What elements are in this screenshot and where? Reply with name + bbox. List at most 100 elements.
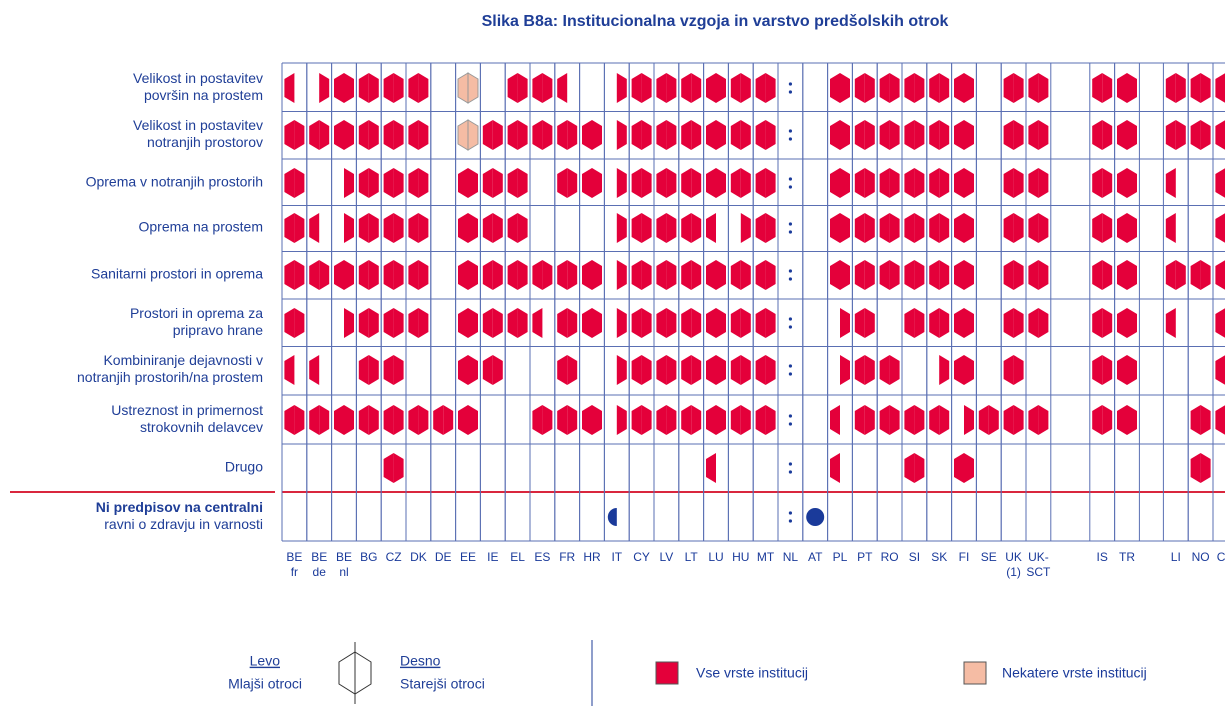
half-left: [1215, 120, 1225, 150]
not-available: [788, 137, 793, 141]
half-left: [1215, 73, 1225, 103]
half-right: [914, 453, 925, 483]
half-left: [1215, 405, 1225, 435]
half-right: [393, 308, 404, 338]
half-left: [1092, 308, 1103, 338]
half-right: [716, 405, 726, 435]
half-right: [988, 405, 999, 435]
not-available: [788, 414, 793, 418]
half-right: [542, 405, 553, 435]
half-right: [666, 308, 677, 338]
half-left: [755, 213, 766, 243]
column-label: MT: [757, 550, 775, 564]
half-right: [567, 308, 578, 338]
half-left: [557, 73, 568, 103]
half-right: [864, 355, 875, 385]
half-left: [1117, 405, 1127, 435]
half-left: [1003, 213, 1014, 243]
half-right: [914, 168, 925, 198]
half-left: [458, 308, 468, 338]
column-label: LT: [685, 550, 699, 564]
half-right: [666, 260, 677, 290]
half-right: [319, 405, 330, 435]
legend-some: Nekatere vrste institucij: [1002, 665, 1147, 681]
half-left: [1165, 168, 1176, 198]
half-right: [592, 308, 602, 338]
half-left: [408, 168, 419, 198]
half-left: [929, 213, 940, 243]
half-right: [765, 213, 776, 243]
half-right: [840, 168, 850, 198]
half-right: [517, 308, 528, 338]
half-left: [929, 168, 940, 198]
half-right: [666, 355, 677, 385]
half-left: [1215, 355, 1225, 385]
half-right: [368, 120, 379, 150]
half-left: [557, 308, 568, 338]
column-label: BE: [336, 550, 352, 564]
half-right: [716, 73, 726, 103]
half-left: [830, 120, 840, 150]
column-label: FR: [559, 550, 575, 564]
half-right: [740, 405, 751, 435]
half-left: [656, 73, 667, 103]
half-left: [458, 260, 468, 290]
half-left: [681, 73, 692, 103]
half-right: [468, 168, 478, 198]
not-available: [788, 177, 793, 181]
half-left: [1215, 168, 1225, 198]
not-available: [788, 185, 793, 189]
half-left: [309, 120, 320, 150]
half-right: [393, 405, 404, 435]
half-left: [879, 405, 890, 435]
half-right: [294, 120, 305, 150]
half-left: [656, 213, 667, 243]
half-right: [418, 213, 429, 243]
half-left: [1028, 73, 1039, 103]
half-right: [1200, 260, 1211, 290]
column-label: nl: [339, 565, 348, 579]
half-right: [1013, 308, 1024, 338]
half-left: [730, 405, 741, 435]
row-label: Ustreznost in primernost: [111, 402, 263, 418]
column-label: PL: [833, 550, 848, 564]
half-left: [879, 168, 890, 198]
half-left: [681, 120, 692, 150]
half-left: [929, 405, 940, 435]
half-right: [1102, 405, 1113, 435]
half-right: [939, 405, 950, 435]
half-right: [517, 260, 528, 290]
half-left: [1215, 308, 1225, 338]
half-left: [904, 73, 915, 103]
column-label: NO: [1192, 550, 1210, 564]
half-left: [904, 453, 915, 483]
half-left: [681, 405, 692, 435]
column-label: ES: [534, 550, 550, 564]
half-right: [393, 168, 404, 198]
half-left: [557, 355, 568, 385]
half-right: [294, 168, 305, 198]
half-left: [408, 73, 419, 103]
half-right: [691, 213, 702, 243]
half-right: [517, 213, 528, 243]
column-label: DK: [410, 550, 427, 564]
half-right: [616, 73, 627, 103]
half-left: [457, 72, 469, 104]
half-left: [1165, 213, 1176, 243]
half-right: [641, 260, 652, 290]
half-right: [740, 308, 751, 338]
half-right: [1038, 73, 1049, 103]
half-left: [730, 355, 741, 385]
half-left: [1092, 73, 1103, 103]
half-right: [1013, 213, 1024, 243]
column-label: SI: [909, 550, 920, 564]
half-left: [334, 260, 344, 290]
half-right: [592, 405, 602, 435]
half-right: [964, 355, 974, 385]
half-left: [482, 213, 493, 243]
half-right: [368, 260, 379, 290]
half-right: [964, 308, 974, 338]
column-label: IS: [1097, 550, 1108, 564]
half-right: [666, 213, 677, 243]
